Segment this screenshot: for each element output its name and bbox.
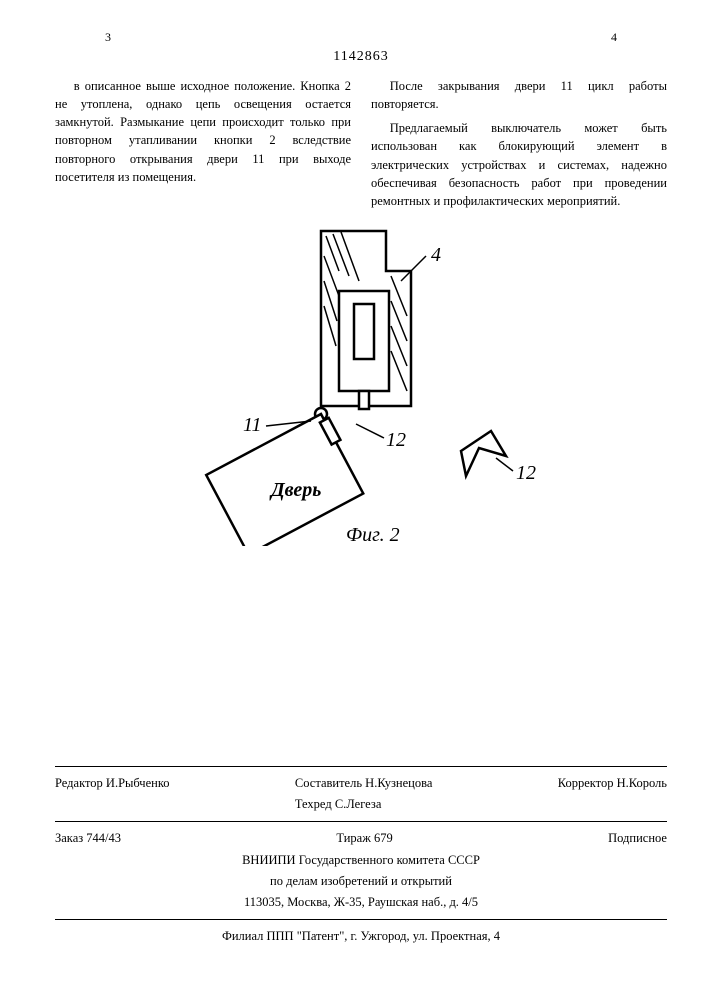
- figure-2: 4 11 12 12 Дверь Фиг. 2: [55, 226, 667, 546]
- figure-caption: Фиг. 2: [346, 524, 400, 546]
- fig-label-4: 4: [431, 244, 441, 266]
- footer-block: Редактор И.Рыбченко Составитель Н.Кузнец…: [55, 766, 667, 948]
- org-line-2: по делам изобретений и открытий: [55, 871, 667, 892]
- corrector: Корректор Н.Король: [558, 773, 667, 816]
- right-paragraph-1: После закрывания двери 11 цикл работы по…: [371, 77, 667, 113]
- org-line-1: ВНИИПИ Государственного комитета СССР: [55, 850, 667, 871]
- address-line: 113035, Москва, Ж-35, Раушская наб., д. …: [55, 892, 667, 913]
- tirage: Тираж 679: [336, 828, 392, 849]
- figure-svg: 4 11 12 12 Дверь Фиг. 2: [55, 226, 667, 546]
- left-paragraph-1: в описанное выше исходное положение. Кно…: [55, 77, 351, 186]
- order-num: Заказ 744/43: [55, 828, 121, 849]
- footer-rule-3: [55, 919, 667, 920]
- compiler-tech: Составитель Н.Кузнецова Техред С.Легеза: [295, 773, 432, 816]
- fig-label-12a: 12: [386, 429, 406, 451]
- footer-rule-2: [55, 821, 667, 822]
- fig-label-11: 11: [243, 414, 262, 436]
- document-number: 1142863: [55, 49, 667, 65]
- footer-rule-1: [55, 766, 667, 767]
- page-num-right: 4: [611, 30, 617, 45]
- subscription: Подписное: [608, 828, 667, 849]
- left-column: в описанное выше исходное положение. Кно…: [55, 77, 351, 216]
- footer-row-1: Редактор И.Рыбченко Составитель Н.Кузнец…: [55, 773, 667, 816]
- right-paragraph-2: Предлагаемый выключатель может быть испо…: [371, 119, 667, 210]
- door-label: Дверь: [269, 479, 321, 501]
- header-page-numbers: 3 4: [55, 30, 667, 45]
- right-column: После закрывания двери 11 цикл работы по…: [371, 77, 667, 216]
- body-columns: в описанное выше исходное положение. Кно…: [55, 77, 667, 216]
- fig-label-12b: 12: [516, 462, 536, 484]
- footer-row-2: Заказ 744/43 Тираж 679 Подписное: [55, 828, 667, 849]
- editor: Редактор И.Рыбченко: [55, 773, 170, 816]
- page-num-left: 3: [105, 30, 111, 45]
- branch-line: Филиал ППП "Патент", г. Ужгород, ул. Про…: [55, 926, 667, 947]
